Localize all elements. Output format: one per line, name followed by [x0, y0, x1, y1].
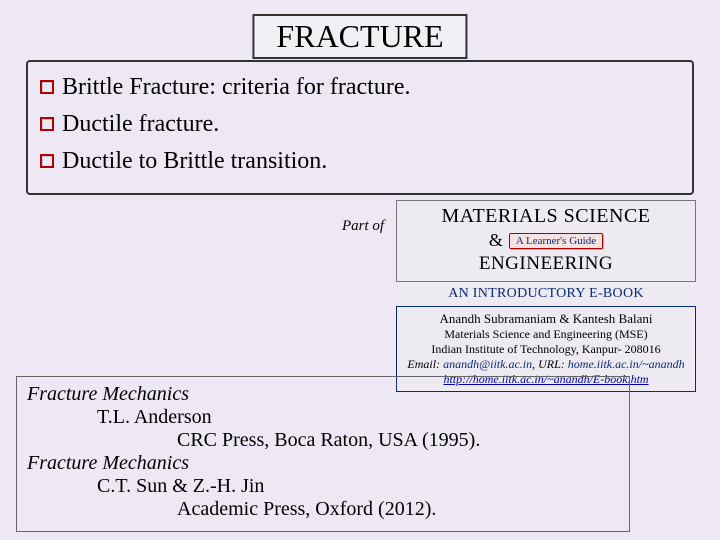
- materials-science-box: Part of MATERIALS SCIENCE & A Learner's …: [396, 200, 696, 392]
- contact-line: Email: anandh@iitk.ac.in, URL: home.iitk…: [403, 357, 689, 372]
- ref-publisher: CRC Press, Boca Raton, USA (1995).: [177, 429, 619, 452]
- list-item: Brittle Fracture: criteria for fracture.: [40, 74, 680, 101]
- department-line: Materials Science and Engineering (MSE): [403, 327, 689, 342]
- bullet-text: Brittle Fracture: criteria for fracture.: [62, 74, 410, 101]
- ampersand: &: [489, 230, 503, 251]
- learners-guide-badge: A Learner's Guide: [509, 233, 603, 249]
- square-bullet-icon: [40, 154, 54, 168]
- email-label: Email:: [407, 357, 440, 371]
- references-box: Fracture Mechanics T.L. Anderson CRC Pre…: [16, 376, 630, 532]
- mse-amp-row: & A Learner's Guide: [401, 230, 691, 251]
- authors-line: Anandh Subramaniam & Kantesh Balani: [403, 311, 689, 327]
- ref-title: Fracture Mechanics: [27, 383, 619, 406]
- list-item: Ductile to Brittle transition.: [40, 148, 680, 175]
- square-bullet-icon: [40, 80, 54, 94]
- bullet-list: Brittle Fracture: criteria for fracture.…: [26, 60, 694, 195]
- page-title: FRACTURE: [252, 14, 467, 59]
- institute-line: Indian Institute of Technology, Kanpur- …: [403, 342, 689, 357]
- square-bullet-icon: [40, 117, 54, 131]
- ref-author: C.T. Sun & Z.-H. Jin: [97, 475, 619, 498]
- url-short[interactable]: home.iitk.ac.in/~anandh: [568, 357, 685, 371]
- ref-title: Fracture Mechanics: [27, 452, 619, 475]
- url-label: URL:: [538, 357, 565, 371]
- email-value[interactable]: anandh@iitk.ac.in: [443, 357, 532, 371]
- bullet-text: Ductile to Brittle transition.: [62, 148, 327, 175]
- ebook-subtitle: AN INTRODUCTORY E-BOOK: [396, 282, 696, 306]
- list-item: Ductile fracture.: [40, 111, 680, 138]
- mse-line1: MATERIALS SCIENCE: [401, 205, 691, 228]
- mse-title-box: MATERIALS SCIENCE & A Learner's Guide EN…: [396, 200, 696, 282]
- ref-author: T.L. Anderson: [97, 406, 619, 429]
- mse-line2: ENGINEERING: [401, 253, 691, 275]
- bullet-text: Ductile fracture.: [62, 111, 219, 138]
- part-of-label: Part of: [342, 218, 384, 235]
- ref-publisher: Academic Press, Oxford (2012).: [177, 498, 619, 521]
